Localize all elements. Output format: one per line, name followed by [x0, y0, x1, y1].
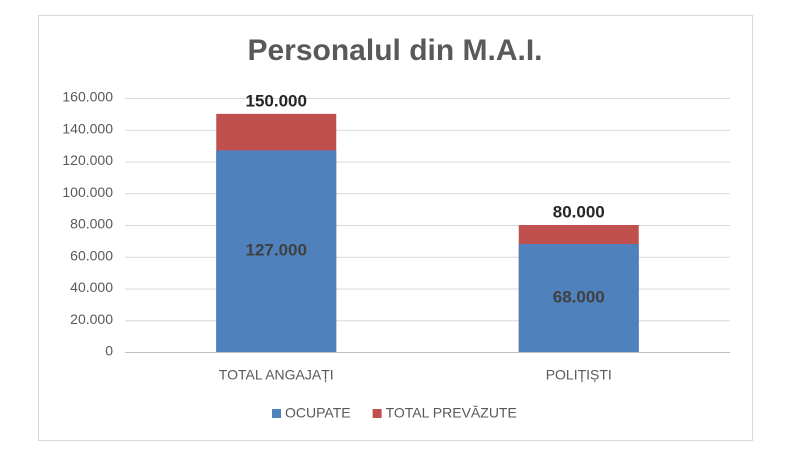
- y-tick-label: 40.000: [70, 279, 113, 295]
- data-label: 127.000: [246, 241, 307, 260]
- chart-title: Personalul din M.A.I.: [247, 34, 542, 67]
- legend-swatch: [372, 409, 382, 418]
- y-tick-label: 120.000: [62, 152, 113, 168]
- y-tick-label: 80.000: [70, 216, 113, 232]
- data-label: 150.000: [246, 91, 307, 110]
- data-label: 68.000: [553, 288, 605, 307]
- chart-border: [38, 15, 753, 441]
- y-tick-label: 0: [105, 343, 113, 359]
- x-tick-label: TOTAL ANGAJAȚI: [219, 367, 334, 383]
- y-tick-label: 160.000: [62, 89, 113, 105]
- bar: [216, 150, 337, 352]
- legend-swatch: [272, 409, 281, 418]
- legend-label: TOTAL PREVĂZUTE: [386, 405, 517, 421]
- y-tick-label: 20.000: [70, 311, 113, 327]
- x-tick-label: POLIȚIȘTI: [546, 367, 612, 383]
- legend-label: OCUPATE: [285, 405, 351, 421]
- y-tick-label: 140.000: [62, 120, 113, 136]
- y-tick-label: 100.000: [62, 184, 113, 200]
- data-label: 80.000: [553, 202, 605, 221]
- y-tick-label: 60.000: [70, 247, 113, 263]
- bar: [518, 244, 639, 352]
